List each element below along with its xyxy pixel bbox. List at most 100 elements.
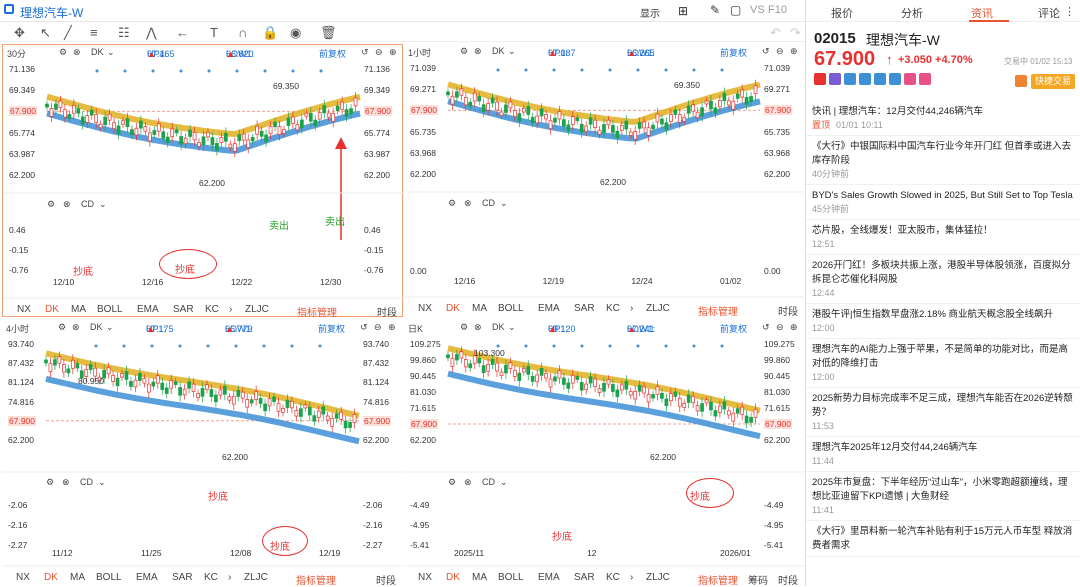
indicator-tab[interactable]: 指标管理 [297,308,337,319]
chevron-down-icon[interactable]: ⌄ [99,199,107,209]
close-icon[interactable]: ⊗ [63,199,71,209]
move-cross-icon[interactable]: ✥ [14,25,25,40]
news-item[interactable]: 港股午评|恒生指数早盘涨2.18% 商业航天概念股全线飙升 12:00 [806,304,1080,339]
adjust-label[interactable]: 前复权 [319,49,347,59]
indicator-tab[interactable]: NX [17,304,31,315]
magnet-icon[interactable]: ∩ [238,25,248,40]
candlestick-chart[interactable] [2,320,403,586]
adjust-label[interactable]: 前复权 [720,48,748,58]
indicator-tab[interactable]: ZLJC [646,303,670,314]
close-icon[interactable]: ⊗ [72,322,80,332]
news-item[interactable]: 理想汽车的AI能力上强于苹果，不是简单的功能对比，而是高对低的降维打击 12:00 [806,339,1080,388]
indicator-tab[interactable]: BOLL [97,304,123,315]
zoom-in-icon[interactable]: ⊕ [790,322,798,332]
zoom-out-icon[interactable]: ⊖ [776,46,784,56]
tab-analysis[interactable]: 分析 [901,8,923,20]
news-item[interactable]: 快讯 | 理想汽车：12月交付44,246辆汽车 置顶 01/01 10:11 [806,100,1080,136]
zoom-in-icon[interactable]: ⊕ [790,46,798,56]
more-icon[interactable]: ⋮ [1064,6,1075,18]
chevron-down-icon[interactable]: ⌄ [106,322,114,332]
indicator-tab[interactable]: EMA [136,572,158,583]
close-icon[interactable]: ⊗ [474,322,482,332]
candlestick-chart[interactable] [404,320,804,586]
indicator-tab[interactable]: SAR [574,303,595,314]
feature-icon-1[interactable] [829,73,841,85]
parallel-lines-icon[interactable]: ≡ [90,25,98,40]
news-item[interactable]: 2026开门红！多板块共振上涨，港股半导体股领涨，百度拟分拆昆仑芯催化科网股 12… [806,255,1080,304]
indicator-name[interactable]: DK [91,47,104,57]
vs-button[interactable]: VS [750,4,765,16]
chevron-right-icon[interactable]: › [630,303,634,314]
fibonacci-icon[interactable]: ☷ [118,25,130,40]
indicator-tab[interactable]: NX [418,303,432,314]
indicator-tab[interactable]: DK [45,304,59,315]
chevron-right-icon[interactable]: › [630,572,634,583]
indicator-tab[interactable]: EMA [538,303,560,314]
hk-flag-icon[interactable] [814,73,826,85]
indicator-tab[interactable]: ZLJC [646,572,670,583]
quick-trade-button[interactable]: 快捷交易 [1015,74,1075,89]
redo-icon[interactable]: ↷ [790,25,801,40]
draw-pen-icon[interactable]: ✎ [710,3,721,17]
feature-icon-5[interactable] [889,73,901,85]
settings-gear-icon[interactable]: ⚙ [448,198,457,208]
close-icon[interactable]: ⊗ [73,47,81,57]
indicator-tab[interactable]: EMA [538,572,560,583]
indicator-tab[interactable]: 指标管理 [296,576,336,587]
indicator-tab[interactable]: 时段 [377,308,397,319]
close-icon[interactable]: ⊗ [62,477,70,487]
tab-comments[interactable]: 评论 [1038,8,1060,20]
chart-panel[interactable]: 4小时 ⚙ ⊗ DK ⌄ UP1: 67.175 ▲ LOW1: 65.779 ▲ 前复权 ↺ ⊖… [2,320,403,587]
settings-gear-icon[interactable]: ⚙ [460,46,469,56]
sub-indicator-name[interactable]: CD [80,477,93,487]
pattern-icon[interactable]: ⋀ [146,25,157,40]
feature-icon-4[interactable] [874,73,886,85]
indicator-tab[interactable]: ZLJC [245,304,269,315]
feature-icon-2[interactable] [844,73,856,85]
arrow-icon[interactable]: ← [176,25,189,40]
indicator-tab[interactable]: SAR [172,572,193,583]
period-label[interactable]: 1小时 [408,48,432,58]
app-menu-icon[interactable] [4,4,14,14]
chevron-down-icon[interactable]: ⌄ [98,477,106,487]
settings-gear-icon[interactable]: ⚙ [46,477,55,487]
news-item[interactable]: 芯片股，全线爆发！亚太股市，集体猛拉！ 12:51 [806,220,1080,255]
news-item[interactable]: BYD's Sales Growth Slowed in 2025, But S… [806,185,1080,220]
indicator-tab[interactable]: SAR [574,572,595,583]
layout-grid-icon[interactable]: ⊞ [678,4,689,18]
indicator-tab[interactable]: KC [606,572,620,583]
indicator-tab[interactable]: NX [16,572,30,583]
indicator-tab[interactable]: KC [606,303,620,314]
reset-icon[interactable]: ↺ [762,322,770,332]
indicator-tab[interactable]: MA [472,303,487,314]
adjust-label[interactable]: 前复权 [720,324,748,334]
line-icon[interactable]: ╱ [64,25,72,40]
f10-button[interactable]: F10 [768,4,787,16]
trash-icon[interactable]: 🗑 [320,25,337,40]
chevron-right-icon[interactable]: › [228,572,232,583]
reset-icon[interactable]: ↺ [360,322,368,332]
settings-gear-icon[interactable]: ⚙ [59,47,68,57]
indicator-tab[interactable]: MA [472,572,487,583]
news-item[interactable]: 《大行》中银国际料中国汽车行业今年开门红 但首季或进入去库存阶段 40分钟前 [806,136,1080,185]
chart-panel[interactable]: 日K ⚙ ⊗ DK ⌄ UP1: 69.120 ▲ LOW1: 67.241 ▲ 前复权 ↺ ⊖ ⊕… [404,320,804,587]
chevron-down-icon[interactable]: ⌄ [107,47,115,57]
feature-icon-3[interactable] [859,73,871,85]
chart-panel[interactable]: 30分 ⚙ ⊗ DK ⌄ UP1: 67.465 ▲ LOW1: 66.820 ▲ 前复权 ↺ ⊖… [2,44,404,319]
close-icon[interactable]: ⊗ [464,198,472,208]
indicator-tab[interactable]: 时段 [778,307,798,318]
indicator-name[interactable]: DK [492,322,505,332]
news-item[interactable]: 理想汽车2025年12月交付44,246辆汽车 11:44 [806,437,1080,472]
eye-icon[interactable]: ◉ [290,25,302,40]
display-menu[interactable]: 显示 [640,9,660,20]
undo-icon[interactable]: ↶ [770,25,781,40]
indicator-tab[interactable]: EMA [137,304,159,315]
lock-icon[interactable]: 🔒 [262,25,279,40]
feature-icon-6[interactable] [904,73,916,85]
chip-tab[interactable]: 筹码 [748,576,768,587]
close-icon[interactable]: ⊗ [464,477,472,487]
candlestick-chart[interactable] [404,44,804,317]
indicator-tab[interactable]: KC [204,572,218,583]
indicator-tab[interactable]: NX [418,572,432,583]
tab-quote[interactable]: 报价 [831,8,853,20]
